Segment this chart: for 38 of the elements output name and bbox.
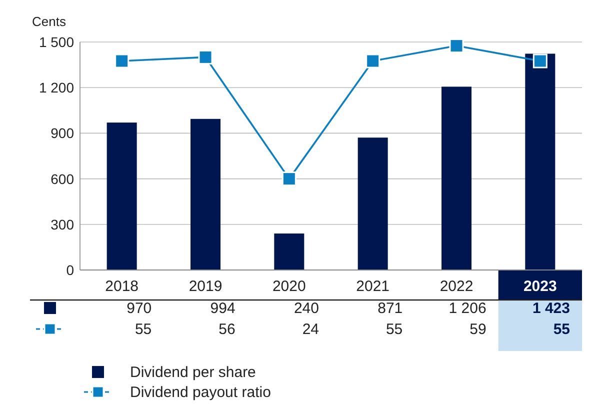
x-tick-label: 2020	[272, 278, 306, 295]
data-label: 240	[294, 300, 319, 317]
data-label: 55	[134, 321, 152, 338]
bar	[106, 122, 137, 270]
data-label: 24	[302, 321, 319, 338]
point	[366, 54, 380, 68]
y-tick-label: 0	[66, 262, 74, 278]
point	[532, 54, 548, 68]
x-tick-label: 2019	[188, 278, 222, 295]
point	[198, 50, 213, 64]
x-tick-label: 2023	[523, 278, 557, 295]
x-tick-label: 2021	[356, 278, 390, 295]
y-axis-title: Cents	[32, 14, 66, 29]
bar	[442, 86, 472, 270]
data-label: 56	[218, 321, 236, 338]
bar	[358, 138, 388, 270]
data-label: 59	[470, 321, 486, 338]
bar	[274, 234, 304, 270]
legend-label: Dividend per share	[130, 364, 256, 381]
y-tick-label: 900	[50, 125, 74, 142]
y-tick-label: 1 200	[38, 80, 74, 96]
point	[282, 172, 296, 186]
y-tick-label: 300	[50, 216, 74, 232]
data-label: 970	[126, 300, 152, 317]
data-label: 1 423	[532, 300, 570, 317]
point	[449, 38, 464, 54]
bar	[190, 118, 220, 270]
data-label: 871	[378, 300, 403, 317]
data-label: 1 206	[448, 300, 486, 317]
legend-label: Dividend payout ratio	[130, 384, 271, 401]
y-tick-label: 1 500	[38, 34, 74, 50]
point	[114, 54, 130, 68]
x-tick-label: 2022	[440, 278, 474, 295]
y-tick-label: 600	[50, 170, 74, 187]
data-label: 994	[210, 300, 236, 317]
data-label: 55	[553, 321, 570, 338]
data-label: 55	[386, 321, 403, 338]
x-tick-label: 2018	[105, 278, 139, 295]
